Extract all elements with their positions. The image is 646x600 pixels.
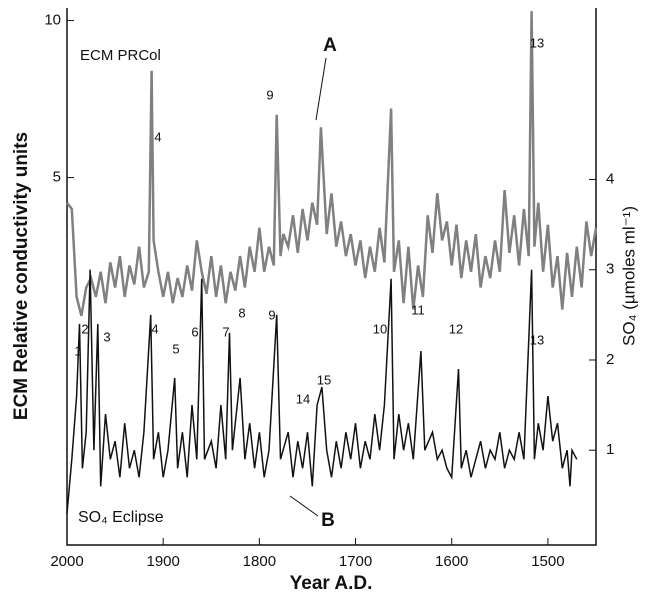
peak-label: 12 (449, 321, 463, 336)
peak-label: 7 (222, 324, 229, 339)
peak-label: 4 (151, 321, 158, 336)
y2-tick-label: 1 (606, 441, 614, 458)
x-tick-label: 1600 (435, 553, 468, 570)
series-line (66, 269, 578, 514)
x-tick-label: 1500 (531, 553, 564, 570)
y-tick-label: 10 (44, 12, 61, 29)
y2-axis-label: SO₄ (µmoles ml⁻¹) (619, 206, 638, 346)
series-label: SO₄ Eclipse (78, 509, 164, 526)
x-tick-label: 2000 (50, 553, 83, 570)
peak-label: 2 (81, 321, 88, 336)
peak-label: 8 (238, 305, 245, 320)
peak-label: 1 (74, 343, 81, 358)
peak-label: 11 (411, 302, 425, 317)
x-tick-label: 1900 (146, 553, 179, 570)
series-line (66, 11, 598, 317)
peak-label: 13 (530, 332, 544, 347)
peak-label: 15 (317, 372, 331, 387)
peak-label: 14 (296, 391, 310, 406)
x-axis-label: Year A.D. (290, 573, 373, 594)
peak-label: 9 (268, 307, 275, 322)
callout-line (289, 495, 319, 517)
callout-label: B (321, 510, 335, 531)
x-tick-label: 1700 (339, 553, 372, 570)
y2-tick-label: 4 (606, 170, 614, 187)
peak-label: 5 (172, 341, 179, 356)
peak-label: 3 (103, 329, 110, 344)
callout-line (315, 57, 327, 121)
peak-label: 13 (530, 35, 544, 50)
peak-label: 4 (154, 129, 161, 144)
y-tick-label: 5 (53, 169, 61, 186)
callout-label: A (323, 35, 337, 56)
peak-label: 10 (373, 321, 387, 336)
y2-tick-label: 3 (606, 261, 614, 278)
x-tick-label: 1800 (243, 553, 276, 570)
peak-label: 9 (266, 87, 273, 102)
y-axis-label: ECM Relative conductivity units (11, 132, 32, 420)
y2-tick-label: 2 (606, 351, 614, 368)
peak-label: 6 (191, 324, 198, 339)
axis-frame (66, 8, 597, 546)
series-label: ECM PRCol (80, 47, 161, 64)
